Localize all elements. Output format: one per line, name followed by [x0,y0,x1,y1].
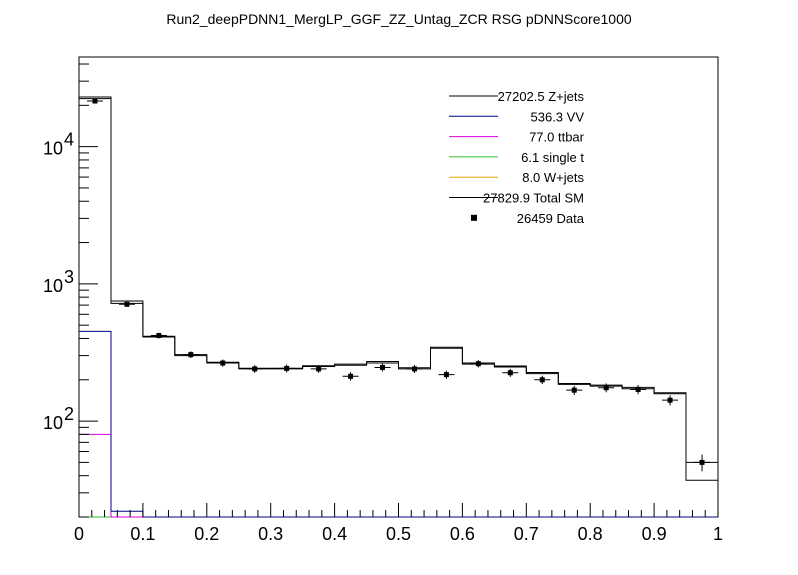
legend-entry-data: 26459 Data [471,211,585,226]
y-tick-base: 10 [43,276,63,296]
data-marker [603,385,609,391]
data-point [310,365,327,373]
x-tick-label: 0.7 [514,524,539,544]
data-point [278,364,295,373]
legend-label: 536.3 VV [531,109,585,124]
data-marker [475,361,481,367]
x-tick-label: 0 [74,524,84,544]
data-marker [188,352,194,358]
data-point [118,301,135,307]
legend-entry-ttbar: 77.0 ttbar [449,130,585,145]
legend-entry-zjets: 27202.5 Z+jets [449,89,584,104]
data-marker [348,373,354,379]
x-tick-label: 0.8 [578,524,603,544]
data-point [630,385,647,395]
data-marker [571,387,577,393]
series-zjets-line [79,98,719,517]
legend-label: 6.1 single t [521,150,584,165]
series-total-line [79,96,719,517]
data-point [374,363,391,372]
x-tick-label: 1 [713,524,723,544]
y-tick-exponent: 4 [64,130,74,150]
histogram-series [79,96,719,518]
plot-frame [78,56,719,518]
legend-label: 27829.9 Total SM [483,191,584,206]
data-marker [92,98,98,104]
series-vv-line [79,330,718,518]
data-point [470,360,487,368]
x-tick-label: 0.6 [450,524,475,544]
x-tick-label: 0.2 [194,524,219,544]
data-point [438,370,455,379]
data-marker [667,397,673,403]
data-marker [411,366,417,372]
data-point [566,385,583,395]
y-tick-label: 10 4 [43,130,74,159]
y-tick-label: 10 2 [43,404,74,433]
x-tick-label: 0.9 [642,524,667,544]
data-point [214,359,231,367]
legend-label: 77.0 ttbar [529,130,585,145]
data-point [150,332,167,339]
y-tick-exponent: 2 [64,404,74,424]
legend-entry-wjets: 8.0 W+jets [449,170,584,185]
chart-title: Run2_deepPDNN1_MergLP_GGF_ZZ_Untag_ZCR R… [166,11,632,27]
data-point [342,372,359,381]
y-tick-label: 10 3 [43,267,74,296]
data-marker [539,377,545,383]
data-point [694,454,711,472]
data-marker [635,386,641,392]
x-tick-label: 0.5 [386,524,411,544]
legend-entry-total: 27829.9 Total SM [449,191,584,206]
data-marker [220,360,226,366]
data-point [502,368,519,377]
data-points [86,98,711,472]
data-point [598,383,615,393]
data-marker [443,372,449,378]
x-tick-label: 0.3 [258,524,283,544]
data-point [406,365,423,374]
data-marker [699,459,705,465]
legend-marker [471,214,477,221]
legend: 27202.5 Z+jets 536.3 VV 77.0 ttbar 6.1 sing… [449,89,585,226]
legend-label: 8.0 W+jets [522,170,584,185]
data-marker [284,365,290,371]
data-point [246,365,263,373]
data-marker [380,364,386,370]
data-marker [316,366,322,372]
data-point [662,395,679,406]
data-marker [156,333,162,339]
data-point [182,351,199,359]
legend-entry-singlet: 6.1 single t [449,150,584,165]
y-tick-base: 10 [43,413,63,433]
legend-label: 27202.5 Z+jets [498,89,585,104]
legend-entry-vv: 536.3 VV [449,109,584,124]
x-tick-label: 0.1 [130,524,155,544]
y-tick-base: 10 [43,139,63,159]
data-point [534,375,551,385]
x-tick-label: 0.4 [322,524,347,544]
y-tick-exponent: 3 [64,267,74,287]
data-marker [124,301,130,307]
data-marker [252,366,258,372]
data-marker [507,370,513,376]
legend-label: 26459 Data [517,211,585,226]
data-point [86,98,103,104]
